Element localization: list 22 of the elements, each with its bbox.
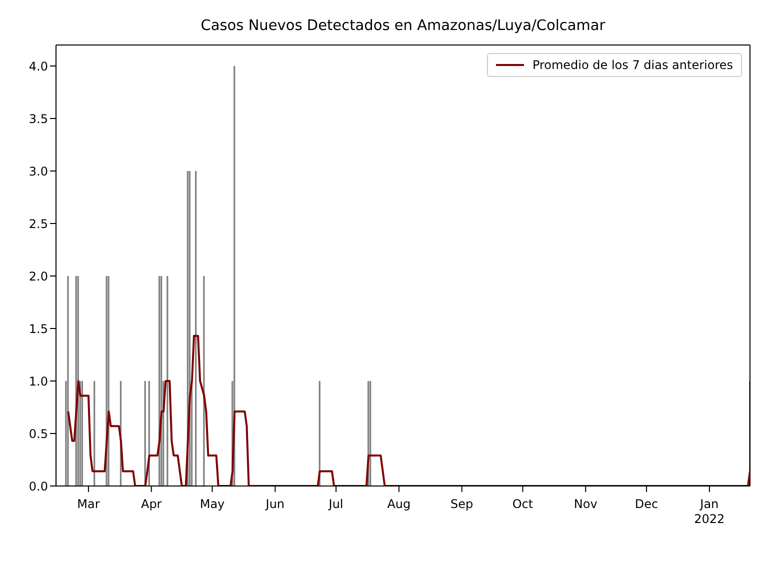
y-tick-label: 0.0 bbox=[28, 479, 48, 494]
x-tick-label: Aug bbox=[387, 497, 411, 511]
x-tick-label: Nov bbox=[574, 497, 598, 511]
y-tick-label: 4.0 bbox=[28, 59, 48, 74]
x-tick-label: Jan 2022 bbox=[694, 497, 725, 526]
y-tick-label: 0.5 bbox=[28, 426, 48, 441]
y-tick-label: 2.0 bbox=[28, 269, 48, 284]
legend-label: Promedio de los 7 dias anteriores bbox=[532, 58, 733, 72]
x-tick-label: Oct bbox=[512, 497, 534, 511]
y-tick-label: 2.5 bbox=[28, 216, 48, 231]
y-tick-label: 1.0 bbox=[28, 374, 48, 388]
y-tick-label: 1.5 bbox=[28, 322, 48, 336]
y-tick-label: 3.0 bbox=[28, 164, 48, 178]
y-tick-label: 3.5 bbox=[28, 112, 48, 126]
chart-title: Casos Nuevos Detectados en Amazonas/Luya/Colcamar bbox=[200, 18, 606, 34]
x-tick-label: Sep bbox=[450, 497, 474, 511]
x-tick-label: Jul bbox=[328, 497, 344, 511]
x-tick-label: Dec bbox=[634, 497, 658, 511]
x-tick-label: May bbox=[200, 497, 225, 511]
x-tick-label: Mar bbox=[77, 497, 100, 511]
x-tick-label: Apr bbox=[140, 497, 162, 511]
x-tick-label: Jun bbox=[264, 497, 285, 511]
